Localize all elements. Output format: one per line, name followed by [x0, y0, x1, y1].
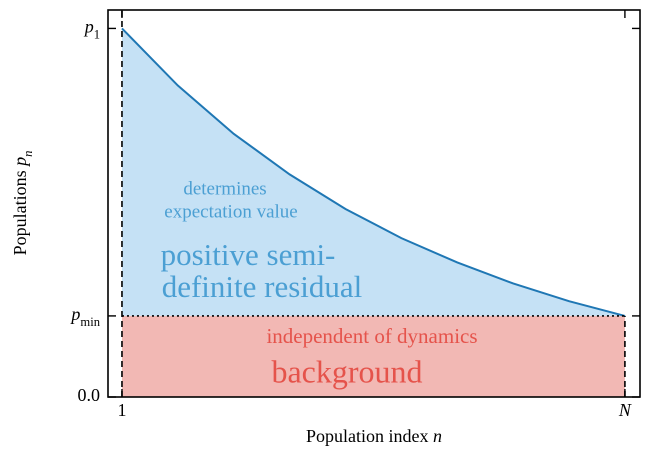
axes-frame: [107, 9, 641, 398]
y-axis-label: Populations pn: [10, 151, 35, 256]
annotation: definite residual: [162, 269, 363, 304]
x-tick-label: 1: [117, 400, 126, 420]
annotation: positive semi-: [161, 237, 336, 272]
annotation: determines: [183, 178, 266, 199]
x-tick-label: N: [618, 400, 632, 420]
y-tick-label: 0.0: [78, 385, 101, 405]
population-curve: [121, 27, 626, 317]
x-axis-label: Population index n: [306, 426, 442, 446]
annotation: background: [271, 353, 422, 389]
residual-area: [121, 28, 625, 316]
y-tick-label: pmin: [69, 304, 100, 329]
y-tick-label: p1: [83, 17, 100, 42]
annotation: expectation value: [164, 201, 297, 222]
annotation: independent of dynamics: [266, 324, 477, 348]
background-region: [121, 315, 625, 397]
